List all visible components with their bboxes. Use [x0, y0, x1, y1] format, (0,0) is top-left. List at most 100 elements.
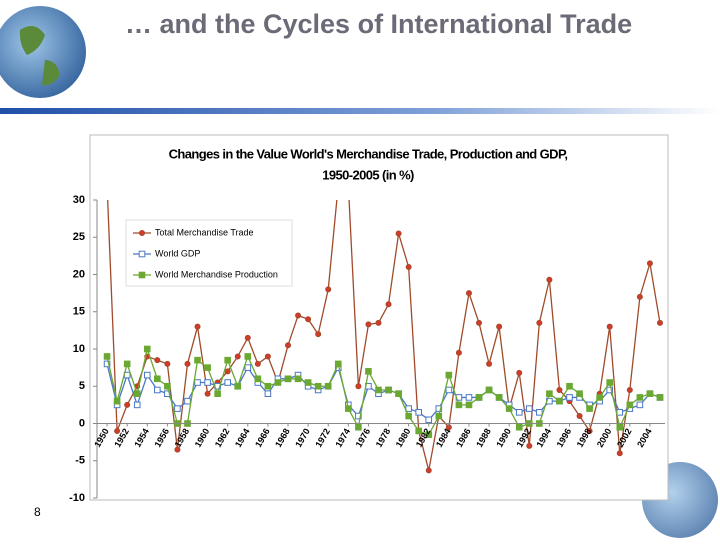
data-point	[133, 390, 141, 397]
legend-label: Total Merchandise Trade	[155, 227, 254, 237]
data-point	[646, 260, 653, 267]
legend-marker	[138, 229, 145, 236]
data-point	[415, 409, 422, 416]
y-tick-label: 20	[73, 268, 85, 280]
globe-land	[19, 26, 60, 86]
slide-title: … and the Cycles of International Trade	[125, 9, 632, 39]
data-point	[656, 394, 664, 401]
data-point	[455, 401, 463, 409]
data-point	[304, 379, 312, 386]
data-point	[294, 375, 302, 383]
data-point	[516, 369, 523, 376]
data-point	[164, 390, 171, 397]
data-point	[526, 442, 533, 449]
y-tick-label: -10	[69, 492, 85, 504]
data-point	[546, 390, 553, 397]
data-point	[164, 360, 171, 367]
chart-frame	[89, 134, 669, 501]
data-point	[515, 409, 523, 416]
data-point	[345, 405, 352, 412]
data-point	[274, 379, 282, 386]
data-point	[405, 264, 412, 271]
data-point	[234, 382, 242, 390]
data-point	[425, 416, 433, 424]
data-point	[154, 386, 161, 394]
y-tick-label: 30	[73, 194, 85, 206]
y-tick-label: 0	[79, 417, 85, 429]
data-point	[133, 401, 141, 409]
data-point	[315, 331, 322, 338]
data-point	[455, 349, 462, 356]
data-point	[395, 390, 402, 397]
data-point	[264, 353, 271, 360]
data-point	[334, 360, 342, 368]
data-point	[646, 390, 654, 397]
data-point	[264, 390, 272, 397]
data-point	[355, 383, 362, 390]
data-point	[536, 319, 543, 326]
data-point	[355, 412, 362, 420]
data-point	[284, 375, 292, 383]
data-point	[566, 394, 573, 401]
data-point	[103, 360, 111, 368]
legend-marker	[138, 271, 146, 279]
data-point	[606, 379, 614, 386]
data-point	[204, 379, 211, 386]
data-point	[616, 409, 624, 416]
data-point	[143, 371, 151, 379]
data-point	[264, 382, 272, 390]
data-point	[546, 276, 553, 283]
data-point	[596, 394, 603, 401]
data-point	[636, 293, 643, 300]
legend-marker	[138, 250, 146, 258]
data-point	[204, 390, 211, 397]
header-band	[0, 108, 720, 114]
data-point	[566, 382, 573, 390]
data-point	[496, 323, 503, 330]
data-point	[184, 397, 191, 405]
data-point	[114, 427, 121, 434]
data-point	[174, 405, 181, 412]
y-tick-label: 15	[73, 306, 85, 318]
data-point	[636, 401, 644, 409]
data-point	[224, 356, 231, 364]
data-point	[355, 423, 362, 431]
data-point	[154, 375, 161, 383]
data-point	[515, 423, 523, 431]
data-point	[556, 397, 563, 405]
data-point	[395, 230, 402, 237]
data-point	[375, 386, 382, 394]
data-point	[244, 364, 252, 371]
data-point	[425, 467, 432, 474]
data-point	[656, 319, 663, 326]
data-point	[154, 357, 161, 364]
data-point	[224, 368, 231, 375]
data-point	[254, 375, 262, 383]
data-point	[365, 321, 372, 328]
data-point	[214, 390, 221, 397]
data-point	[415, 427, 422, 435]
data-point	[576, 413, 583, 420]
data-point	[123, 360, 131, 368]
data-point	[616, 423, 624, 431]
data-point	[525, 405, 533, 412]
data-point	[505, 405, 513, 412]
y-tick-label: -5	[75, 455, 85, 467]
data-point	[556, 386, 563, 393]
page-number: 8	[34, 505, 41, 519]
legend-label: World Merchandise Production	[155, 269, 278, 279]
data-point	[103, 353, 111, 360]
data-point	[194, 356, 201, 364]
data-point	[576, 390, 583, 397]
data-point	[324, 382, 332, 390]
data-point	[285, 342, 292, 349]
data-point	[636, 394, 644, 401]
data-point	[475, 394, 483, 401]
data-point	[435, 412, 443, 420]
legend-label: World GDP	[155, 248, 200, 258]
data-point	[536, 409, 543, 416]
data-point	[234, 353, 241, 360]
data-point	[445, 386, 453, 394]
data-point	[485, 386, 493, 394]
